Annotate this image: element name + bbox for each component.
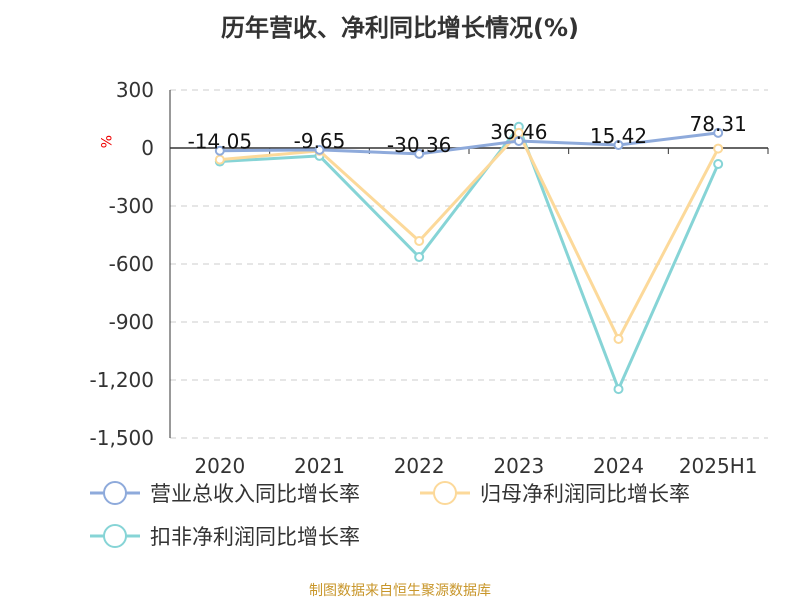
- data-point: [414, 235, 425, 246]
- data-point: [214, 154, 225, 165]
- y-tick-label: -1,200: [90, 368, 154, 392]
- legend-label: 归母净利润同比增长率: [480, 482, 690, 506]
- x-tick-label: 2020: [194, 454, 245, 478]
- data-point: [713, 143, 724, 154]
- legend-marker: [433, 481, 457, 505]
- chart-title: 历年营收、净利同比增长情况(%): [221, 14, 579, 42]
- data-point: [613, 334, 624, 345]
- data-point: [214, 145, 225, 156]
- legend-marker: [103, 524, 127, 548]
- x-tick-label: 2023: [493, 454, 544, 478]
- y-tick-label: -600: [109, 252, 154, 276]
- x-tick-label: 2022: [394, 454, 445, 478]
- data-point: [613, 140, 624, 151]
- series-line-1: [219, 130, 720, 343]
- y-tick-label: -900: [109, 310, 154, 334]
- data-label: -30.36: [387, 133, 451, 157]
- legend-marker: [103, 481, 127, 505]
- data-label: -9.65: [294, 129, 346, 153]
- data-label: 15.42: [590, 124, 647, 148]
- data-point: [414, 148, 425, 159]
- y-axis-label: %: [97, 135, 113, 148]
- legend-label: 扣非净利润同比增长率: [150, 525, 360, 549]
- data-point: [414, 252, 425, 263]
- y-tick-label: -300: [109, 194, 154, 218]
- y-tick-label: 0: [141, 136, 154, 160]
- x-tick-label: 2021: [294, 454, 345, 478]
- source-note: 制图数据来自恒生聚源数据库: [309, 583, 491, 599]
- data-point: [613, 384, 624, 395]
- y-tick-label: 300: [116, 78, 154, 102]
- y-tick-label: -1,500: [90, 426, 154, 450]
- data-label: 78.31: [690, 112, 747, 136]
- data-point: [713, 159, 724, 170]
- data-point: [314, 144, 325, 155]
- data-label: -14.05: [188, 130, 252, 154]
- legend-label: 营业总收入同比增长率: [150, 482, 360, 506]
- data-point: [713, 127, 724, 138]
- series-line-0: [219, 131, 719, 156]
- x-tick-label: 2024: [593, 454, 644, 478]
- series-line-2: [219, 123, 720, 394]
- x-tick-label: 2025H1: [679, 454, 758, 478]
- data-point: [513, 135, 524, 146]
- data-label: 36.46: [490, 120, 547, 144]
